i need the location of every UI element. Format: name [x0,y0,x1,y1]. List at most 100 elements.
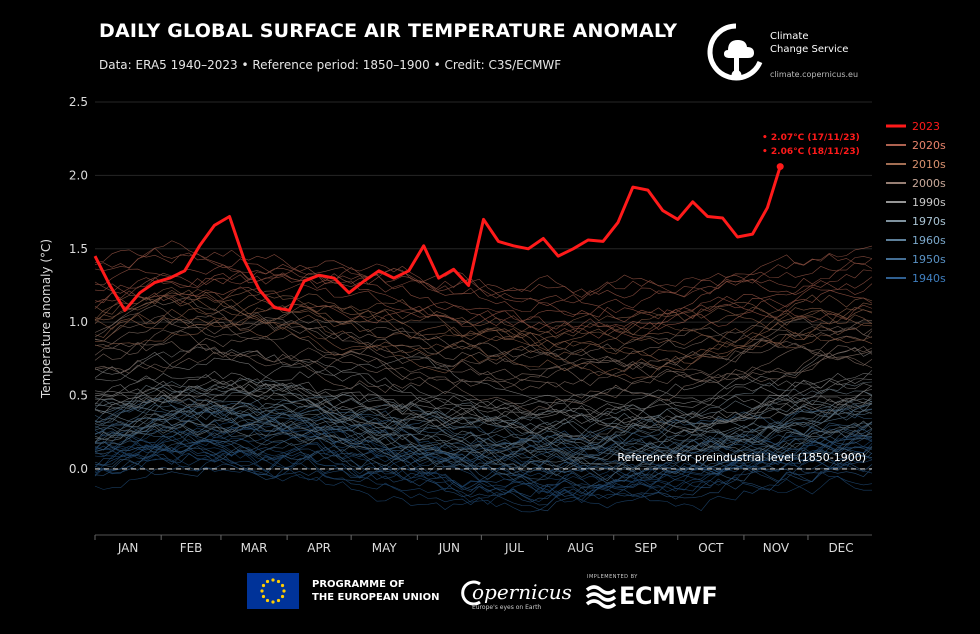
legend-label: 1960s [912,234,946,247]
legend-label: 1970s [912,215,946,228]
chart-subtitle: Data: ERA5 1940–2023 • Reference period:… [99,58,562,72]
ecmwf-word: ECMWF [619,582,718,610]
historical-year-line [94,381,873,428]
y-tick-label: 0.0 [69,462,88,476]
historical-year-line [94,335,873,394]
y-tick-label: 1.5 [69,242,88,256]
historical-year-line [94,307,873,359]
x-tick-label: MAY [372,541,398,555]
historical-year-line [94,289,873,333]
historical-year-line [94,423,873,470]
historical-year-line [94,424,873,489]
historical-year-line [94,370,873,424]
x-tick-label: SEP [635,541,657,555]
historical-year-line [94,442,873,509]
historical-year-line [94,286,873,334]
x-tick-label: JUL [504,541,524,555]
historical-year-line [94,258,873,312]
historical-year-line [94,461,873,506]
historical-year-line [94,435,873,494]
historical-year-line [94,417,873,470]
legend-label: 1990s [912,196,946,209]
copernicus-sub: Europe's eyes on Earth [472,604,542,611]
historical-year-line [94,417,873,481]
historical-year-line [94,446,873,512]
c3s-logo: Climate Change Service climate.copernicu… [706,20,881,84]
historical-year-line [94,283,873,339]
historical-year-line [94,344,873,413]
historical-year-line [94,448,873,503]
historical-year-line [94,270,873,340]
historical-year-line [94,264,873,320]
historical-year-line [94,431,873,471]
legend-label: 2010s [912,158,946,171]
historical-year-line [94,318,873,356]
historical-year-line [94,382,873,434]
historical-year-line [94,308,873,358]
historical-year-line [94,295,873,346]
historical-year-line [94,347,873,406]
legend-label: 1940s [912,272,946,285]
historical-year-line [94,397,873,451]
series-2023-endpoint [776,163,784,171]
historical-year-line [94,315,873,370]
historical-year-line [94,427,873,492]
historical-year-line [94,380,873,424]
historical-year-line [94,240,873,299]
historical-year-line [94,465,872,511]
historical-year-line [94,289,873,339]
legend-label: 2023 [912,120,940,133]
x-tick-label: MAR [241,541,268,555]
c3s-name: Climate Change Service [770,31,849,55]
historical-year-line [94,378,873,449]
y-tick-label: 0.5 [69,389,88,403]
c3s-url: climate.copernicus.eu [770,70,859,79]
historical-year-line [94,403,873,455]
annotation-label: • 2.07°C (17/11/23) [762,133,860,143]
legend-label: 1950s [912,253,946,266]
temperature-chart: 0.0 0.5 1.0 1.5 2.0 2.5 Temperature anomaly (°… [39,95,946,555]
footer-logos: PROGRAMME OF THE EUROPEAN UNION opernicu… [0,568,980,628]
legend-label: 2000s [912,177,946,190]
historical-year-line [94,396,873,453]
historical-year-line [94,422,873,476]
reference-label: Reference for preindustrial level (1850-… [617,451,866,464]
historical-year-line [94,378,873,433]
copernicus-c-icon [461,580,481,606]
historical-year-line [94,322,873,382]
ecmwf-logo: IMPLEMENTED BY ECMWF [585,574,735,614]
y-tick-label: 2.5 [69,95,88,109]
eu-programme-text: PROGRAMME OF THE EUROPEAN UNION [312,579,440,603]
historical-year-line [94,330,873,385]
x-tick-label: JUN [438,541,460,555]
historical-year-line [94,393,873,449]
series-2023-line [93,166,782,312]
chart-title: DAILY GLOBAL SURFACE AIR TEMPERATURE ANO… [99,20,678,42]
historical-year-line [94,425,873,477]
historical-year-line [94,249,873,304]
historical-year-line [94,346,873,407]
legend-label: 2020s [912,139,946,152]
y-tick-label: 2.0 [69,168,88,182]
x-tick-label: AUG [567,541,593,555]
x-tick-label: OCT [698,541,724,555]
copernicus-logo: opernicus Europe's eyes on Earth [458,574,572,612]
annotation-label: • 2.06°C (18/11/23) [762,147,860,157]
historical-year-line [94,245,873,297]
historical-year-line [94,390,873,435]
eu-flag-icon [247,573,299,609]
historical-year-line [94,295,873,363]
x-tick-label: FEB [180,541,203,555]
historical-year-line [94,409,873,482]
ecmwf-implemented-label: IMPLEMENTED BY [587,574,638,580]
copernicus-word: opernicus [472,580,572,604]
historical-year-line [94,314,873,377]
historical-years [94,240,873,513]
historical-year-line [94,317,873,379]
x-tick-label: NOV [763,541,790,555]
historical-year-line [94,304,873,363]
historical-year-line [94,443,873,498]
historical-year-line [94,433,873,485]
historical-year-line [94,413,873,465]
historical-year-line [94,270,873,326]
